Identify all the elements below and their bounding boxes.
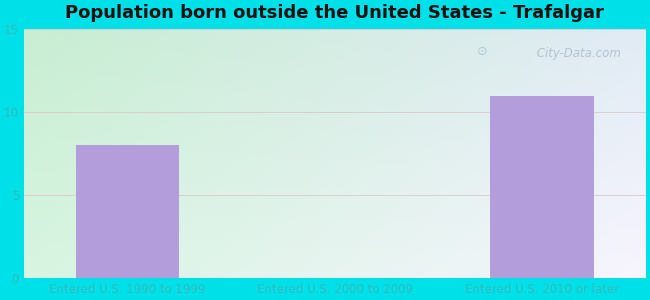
Text: City-Data.com: City-Data.com xyxy=(533,47,621,60)
Bar xyxy=(490,96,594,278)
Title: Population born outside the United States - Trafalgar: Population born outside the United State… xyxy=(66,4,604,22)
Text: ⊙: ⊙ xyxy=(476,45,488,58)
Bar xyxy=(76,145,179,278)
